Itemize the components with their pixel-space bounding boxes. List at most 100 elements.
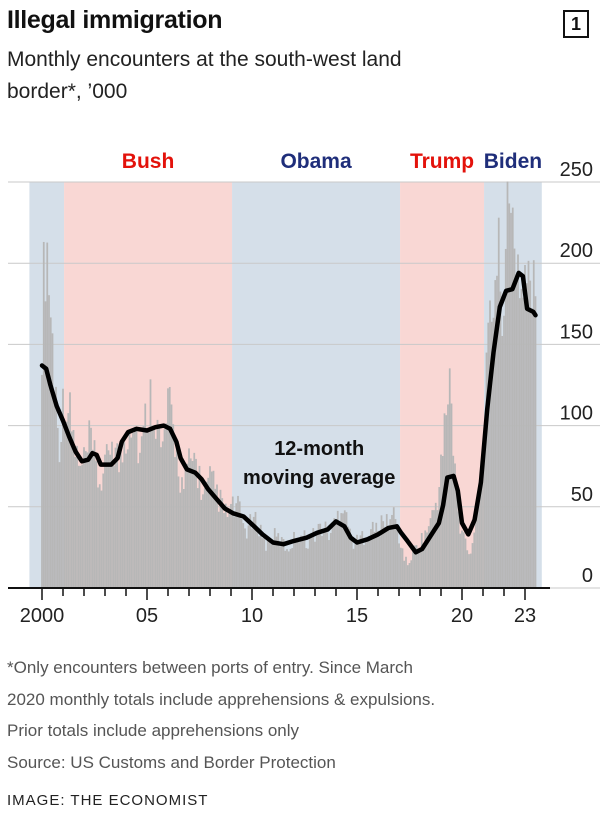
chart-labels: Bush Obama Trump Biden 0 50 100 150 200 250 2000 05… — [20, 150, 593, 627]
monthly-bar — [412, 549, 414, 588]
monthly-bar — [58, 462, 61, 588]
monthly-bar — [249, 514, 252, 588]
monthly-bar — [142, 426, 145, 588]
monthly-bar — [251, 528, 253, 588]
monthly-bar — [160, 447, 162, 588]
shade-obama — [232, 182, 401, 588]
monthly-bar — [242, 523, 245, 588]
monthly-bar — [483, 443, 486, 588]
monthly-bar — [56, 427, 59, 588]
monthly-bar — [42, 241, 45, 588]
y-tick-label: 50 — [571, 484, 593, 506]
monthly-bar — [273, 528, 276, 588]
monthly-bar — [41, 374, 43, 588]
monthly-bar — [149, 379, 152, 588]
monthly-bar — [475, 506, 477, 588]
monthly-bar — [294, 541, 297, 588]
monthly-bar — [79, 465, 82, 588]
monthly-bar — [65, 421, 68, 588]
monthly-bar — [527, 260, 530, 588]
monthly-bar — [303, 530, 306, 588]
monthly-bar — [410, 560, 413, 588]
monthly-bar — [429, 518, 432, 588]
monthly-bar — [420, 533, 423, 588]
monthly-bar — [126, 449, 129, 588]
monthly-bar — [503, 315, 505, 588]
monthly-bar — [534, 296, 537, 588]
monthly-bar — [354, 544, 357, 588]
annotation-label: moving average — [243, 467, 395, 489]
era-label-obama: Obama — [280, 150, 352, 173]
monthly-bar — [74, 456, 77, 588]
monthly-bar — [387, 528, 390, 588]
monthly-bar — [193, 452, 196, 588]
monthly-bar — [188, 448, 190, 588]
monthly-bar — [520, 288, 523, 588]
monthly-bar — [266, 540, 269, 588]
monthly-bar — [525, 283, 528, 588]
monthly-bar — [76, 445, 78, 588]
monthly-bar — [510, 212, 512, 588]
monthly-bar — [506, 181, 509, 588]
monthly-bar — [382, 521, 385, 588]
monthly-bar — [139, 452, 141, 588]
monthly-bar — [163, 429, 166, 588]
monthly-bar — [244, 528, 246, 588]
monthly-bar — [84, 451, 87, 588]
monthly-bar — [436, 510, 439, 588]
y-tick-label: 100 — [560, 403, 593, 425]
monthly-bar — [396, 524, 399, 588]
monthly-bar — [518, 298, 521, 588]
monthly-bar — [228, 509, 231, 588]
monthly-bar — [417, 548, 420, 588]
monthly-bar — [168, 386, 171, 588]
monthly-bar — [282, 539, 285, 588]
monthly-bar — [83, 447, 85, 588]
monthly-bar — [238, 501, 241, 588]
monthly-bar — [328, 540, 330, 588]
monthly-bar — [203, 488, 206, 588]
monthly-bar — [513, 248, 516, 588]
monthly-bar — [219, 489, 222, 588]
monthly-bar — [53, 397, 56, 588]
monthly-bar — [156, 419, 159, 588]
monthly-bar — [378, 536, 381, 588]
monthly-bar — [72, 429, 75, 588]
monthly-bar — [389, 519, 392, 588]
monthly-bar — [384, 527, 386, 588]
monthly-bar — [172, 424, 175, 588]
monthly-bar — [221, 498, 224, 588]
monthly-bar — [408, 563, 411, 588]
monthly-bar — [118, 472, 120, 588]
monthly-bar — [291, 548, 294, 588]
monthly-bar — [438, 487, 441, 588]
monthly-bar — [86, 452, 89, 588]
footnote: *Only encounters between ports of entry.… — [7, 652, 597, 778]
monthly-bar — [167, 388, 169, 588]
monthly-bar — [146, 430, 148, 588]
monthly-bar — [508, 203, 511, 588]
chart: Bush Obama Trump Biden 0 50 100 150 200 250 2000 05… — [8, 150, 600, 627]
monthly-bar — [405, 556, 407, 588]
monthly-bar — [48, 295, 50, 588]
monthly-bar — [144, 403, 147, 588]
monthly-bar — [331, 523, 334, 588]
monthly-bar — [70, 431, 73, 588]
monthly-bar — [373, 531, 376, 588]
monthly-bar — [112, 465, 115, 588]
monthly-bar — [531, 308, 533, 588]
monthly-bar — [398, 543, 400, 588]
monthly-bar — [133, 426, 136, 588]
y-tick-label: 250 — [560, 159, 593, 181]
monthly-bar — [473, 532, 476, 588]
monthly-bar — [67, 413, 70, 588]
monthly-bar — [431, 510, 434, 588]
monthly-bar — [247, 525, 250, 588]
monthly-bar — [310, 537, 313, 588]
monthly-bar — [371, 521, 374, 588]
monthly-bar — [343, 510, 346, 588]
monthly-bar — [406, 565, 409, 588]
monthly-bar — [517, 254, 519, 588]
monthly-bar — [100, 490, 103, 588]
monthly-bar — [361, 531, 364, 588]
